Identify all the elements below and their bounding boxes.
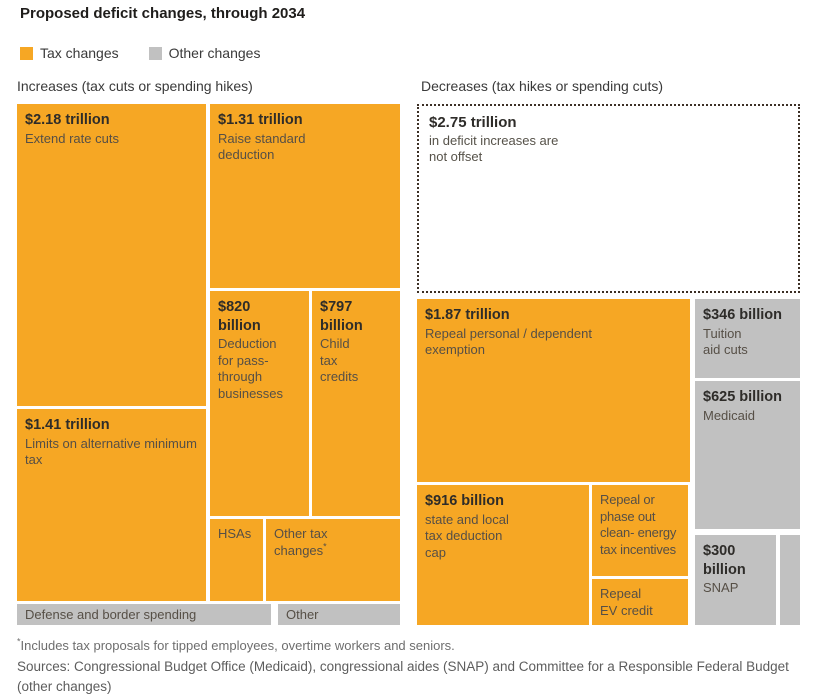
cell-label: Repeal or phase out clean- energy tax in… <box>600 492 677 557</box>
footnote-line: *Includes tax proposals for tipped emplo… <box>17 637 789 655</box>
cell-label: Repeal EV credit <box>600 586 653 618</box>
cell-value: $797 billion <box>320 299 363 334</box>
cell-value: $916 billion <box>425 493 504 509</box>
cell-repeal-personal-dependent-exemption: $1.87 trillion Repeal personal / depende… <box>417 299 690 482</box>
cell-value: $1.41 trillion <box>25 417 110 433</box>
cell-label: Other tax changes* <box>274 526 344 559</box>
cell-medicaid: $625 billion Medicaid <box>695 381 800 529</box>
group-header-increases: Increases (tax cuts or spending hikes) <box>17 78 253 94</box>
cell-pass-through-deduction: $820 billion Deduction for pass-through … <box>210 291 309 516</box>
cell-extend-rate-cuts: $2.18 trillion Extend rate cuts <box>17 104 206 406</box>
footnote-marker: * <box>323 541 327 552</box>
chart-title: Proposed deficit changes, through 2034 <box>20 5 306 22</box>
sources-line: Sources: Congressional Budget Office (Me… <box>17 659 789 694</box>
cell-hsas: HSAs <box>210 519 263 601</box>
cell-value: $346 billion <box>703 307 782 323</box>
note-label: in deficit increases are not offset <box>429 132 559 165</box>
cell-raise-standard-deduction: $1.31 trillion Raise standard deduction <box>210 104 400 288</box>
cell-label: state and local tax deduction cap <box>425 511 509 560</box>
cell-label: Deduction for pass-through businesses <box>218 336 284 401</box>
cell-label: Medicaid <box>703 407 756 423</box>
cell-child-tax-credits: $797 billion Child tax credits <box>312 291 400 516</box>
footnote-marker: * <box>17 636 21 647</box>
cell-limits-on-amt: $1.41 trillion Limits on alternative min… <box>17 409 206 601</box>
cell-salt-deduction-cap: $916 billion state and local tax deducti… <box>417 485 589 625</box>
cell-value: $1.87 trillion <box>425 307 510 323</box>
cell-unlabeled-small <box>780 535 800 625</box>
cell-value: $625 billion <box>703 389 782 405</box>
cell-label: Limits on alternative minimum tax <box>25 435 197 468</box>
cell-tuition-aid-cuts: $346 billion Tuition aid cuts <box>695 299 800 378</box>
note-value: $2.75 trillion <box>429 114 517 131</box>
cell-not-offset-note: $2.75 trillion in deficit increases are … <box>417 104 800 293</box>
legend-label-tax-changes: Tax changes <box>40 45 119 61</box>
cell-value: $820 billion <box>218 299 261 334</box>
cell-label: Child tax credits <box>320 336 359 385</box>
group-header-decreases: Decreases (tax hikes or spending cuts) <box>421 78 663 94</box>
cell-label: SNAP <box>703 580 739 596</box>
legend-swatch-other-changes-icon <box>148 46 162 60</box>
cell-value: $300 billion <box>703 543 746 578</box>
legend-label-other-changes: Other changes <box>168 45 261 61</box>
cell-label: Raise standard deduction <box>218 130 306 163</box>
footnote-text: Includes tax proposals for tipped employ… <box>20 638 455 653</box>
cell-label: Tuition aid cuts <box>703 325 748 358</box>
cell-other-spending: Other <box>278 604 400 625</box>
cell-value: $2.18 trillion <box>25 112 110 128</box>
footnote-block: *Includes tax proposals for tipped emplo… <box>17 637 789 696</box>
cell-label: HSAs <box>218 526 252 541</box>
cell-snap: $300 billion SNAP <box>695 535 776 625</box>
cell-label: Other <box>286 607 319 622</box>
cell-other-tax-changes: Other tax changes* <box>266 519 400 601</box>
cell-label: Defense and border spending <box>25 607 197 622</box>
legend-swatch-tax-changes-icon <box>20 46 33 60</box>
cell-label: Repeal personal / dependent exemption <box>425 325 592 358</box>
cell-value: $1.31 trillion <box>218 112 303 128</box>
legend: Tax changes Other changes <box>20 45 260 61</box>
cell-repeal-ev-credit: Repeal EV credit <box>592 579 688 625</box>
cell-label-text: Other tax changes <box>274 526 328 558</box>
cell-defense-and-border-spending: Defense and border spending <box>17 604 271 625</box>
cell-clean-energy-incentives: Repeal or phase out clean- energy tax in… <box>592 485 688 576</box>
cell-label: Extend rate cuts <box>25 130 119 146</box>
